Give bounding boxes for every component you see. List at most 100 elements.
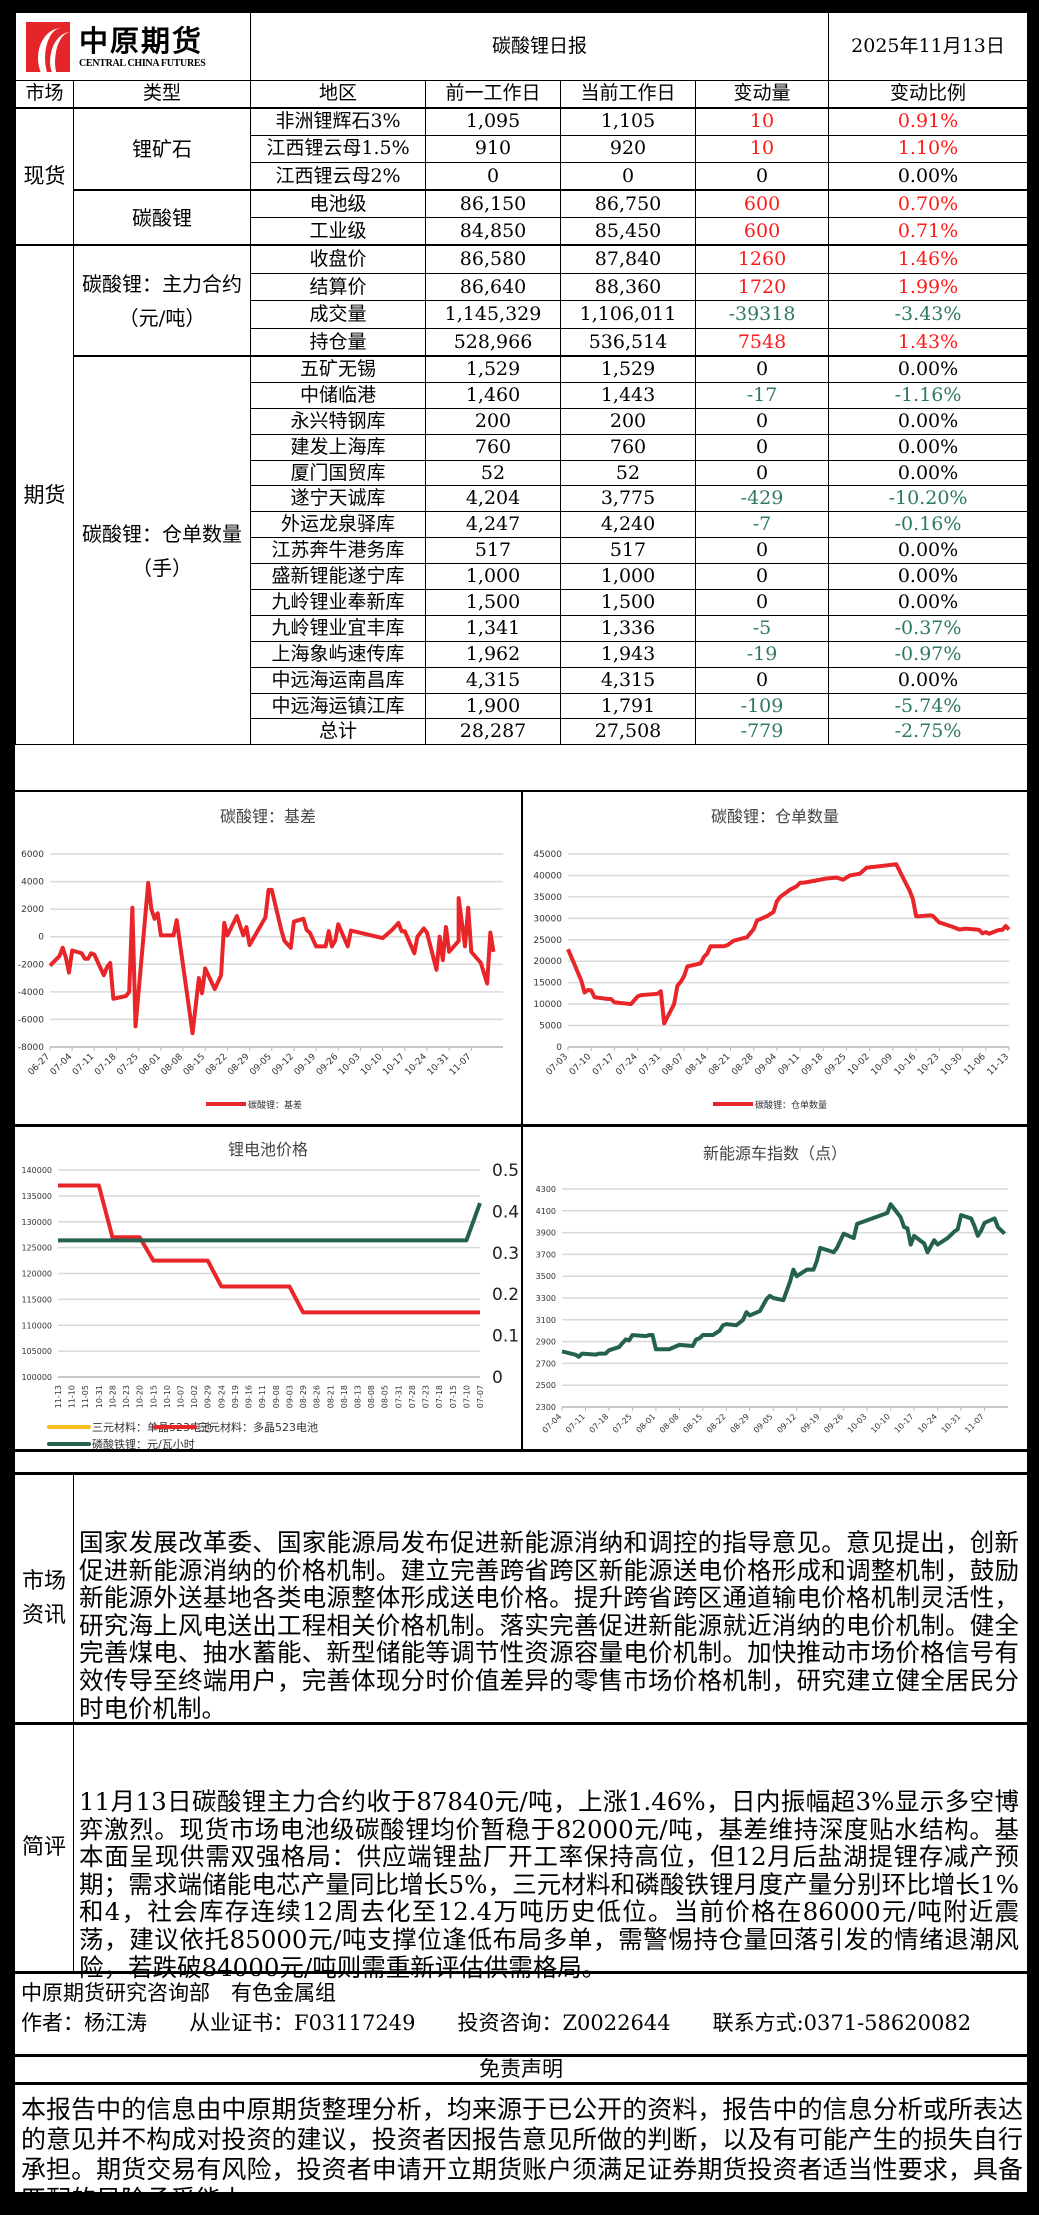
- x-tick-label: 09-19: [293, 1052, 319, 1078]
- y-tick-label: 135000: [21, 1192, 52, 1201]
- basis-chart: 碳酸锂：基差 -8000 -6000 -4000 -2000 0 2000 4000 6000 0…: [15, 792, 521, 1125]
- y2-tick-label: 0.1: [492, 1327, 519, 1347]
- region-cell: 上海象屿速传库: [250, 640, 427, 668]
- change-value: 0: [695, 666, 830, 694]
- y-tick-label: 3900: [536, 1229, 556, 1238]
- x-tick-label: 08-07: [661, 1052, 687, 1078]
- y-tick-label: 30000: [533, 914, 562, 924]
- change-pct: 0.00%: [828, 588, 1029, 616]
- x-tick-label: 09-19: [799, 1412, 822, 1435]
- prev-value: 1,460: [425, 381, 562, 409]
- region-cell: 非洲锂辉石3%: [250, 106, 427, 136]
- region-cell: 盛新锂能遂宁库: [250, 563, 427, 590]
- prev-value: 4,247: [425, 511, 562, 539]
- column-header: 地区: [250, 80, 427, 108]
- table-row: 总计 28,287 27,508 -779 -2.75%: [16, 718, 1029, 746]
- x-tick-label: 08-08: [658, 1412, 681, 1435]
- type-cell: 碳酸锂：仓单数量（手）: [72, 355, 252, 746]
- x-tick-label: 10-02: [846, 1052, 872, 1078]
- prev-value: 1,145,329: [425, 300, 562, 330]
- y-tick-label: -2000: [18, 960, 44, 970]
- x-tick-label: 10-02: [190, 1385, 199, 1408]
- x-tick-label: 10-20: [136, 1385, 145, 1408]
- change-value: 7548: [695, 328, 830, 357]
- logo-en: CENTRAL CHINA FUTURES: [79, 58, 206, 69]
- x-tick-label: 07-04: [541, 1412, 564, 1435]
- change-value: -779: [695, 718, 830, 746]
- y-tick-label: 45000: [533, 850, 562, 860]
- y-tick-label: 20000: [533, 957, 562, 967]
- change-pct: 0.00%: [828, 433, 1029, 461]
- comment-label: 简评: [15, 1724, 74, 1972]
- curr-value: 1,336: [560, 614, 697, 642]
- header-row: 市场 类型 地区 前一工作日 当前工作日 变动量 变动比例: [15, 80, 1029, 108]
- change-value: 600: [695, 189, 830, 219]
- x-tick-label: 11-06: [962, 1052, 988, 1078]
- x-tick-label: 11-13: [54, 1385, 63, 1408]
- x-tick-label: 10-17: [893, 1412, 916, 1435]
- x-tick-label: 10-07: [177, 1385, 186, 1408]
- type-cell: 碳酸锂：主力合约（元/吨）: [72, 244, 252, 357]
- x-tick-label: 09-11: [258, 1385, 267, 1408]
- table-row: 工业级 84,850 85,450 600 0.71%: [16, 217, 1029, 246]
- change-pct: 0.71%: [828, 217, 1029, 246]
- curr-value: 52: [560, 459, 697, 487]
- y-tick-label: 130000: [21, 1218, 52, 1227]
- change-value: 0: [695, 407, 830, 435]
- x-tick-label: 10-17: [381, 1052, 407, 1078]
- series-line: [48, 880, 496, 1036]
- x-tick-label: 10-03: [337, 1052, 363, 1078]
- x-tick-label: 08-29: [226, 1052, 252, 1078]
- x-tick-label: 10-15: [149, 1385, 158, 1408]
- x-tick-label: 08-29: [299, 1385, 308, 1408]
- x-tick-label: 07-15: [449, 1385, 458, 1408]
- y-tick-label: 3300: [536, 1294, 556, 1303]
- comment-text: 11月13日碳酸锂主力合约收于87840元/吨，上涨1.46%，日内振幅超3%显…: [79, 1787, 1019, 1982]
- change-pct: 0.00%: [828, 162, 1029, 191]
- x-tick-label: 08-08: [160, 1052, 186, 1078]
- x-tick-label: 09-11: [777, 1052, 803, 1078]
- x-tick-label: 10-31: [95, 1385, 104, 1408]
- prev-value: 86,640: [425, 272, 562, 302]
- type-cell: 碳酸锂: [72, 189, 252, 246]
- curr-value: 87,840: [560, 244, 697, 274]
- chart-title: 锂电池价格: [228, 1140, 308, 1159]
- warehouse-receipt-chart: 碳酸锂：仓单数量 0 5000 10000 15000 20000 25000 30000 35…: [523, 792, 1027, 1125]
- change-value: 0: [695, 563, 830, 590]
- x-tick-label: 09-05: [752, 1412, 775, 1435]
- legend-label: 碳酸锂：基差: [248, 1099, 302, 1111]
- x-tick-label: 08-22: [705, 1412, 728, 1435]
- x-tick-label: 09-12: [270, 1052, 296, 1078]
- x-tick-label: 10-24: [404, 1052, 430, 1078]
- prev-value: 1,962: [425, 640, 562, 668]
- change-value: 1720: [695, 272, 830, 302]
- x-tick-label: 11-13: [986, 1052, 1012, 1078]
- x-tick-label: 08-22: [204, 1052, 230, 1078]
- curr-value: 4,315: [560, 666, 697, 694]
- change-pct: 0.00%: [828, 666, 1029, 694]
- region-cell: 江苏奔牛港务库: [250, 537, 427, 565]
- change-pct: 0.70%: [828, 189, 1029, 219]
- change-value: 600: [695, 217, 830, 246]
- y-tick-label: 4100: [536, 1207, 556, 1216]
- region-cell: 结算价: [250, 272, 427, 302]
- x-tick-label: 07-11: [564, 1412, 587, 1435]
- y-tick-label: 25000: [533, 936, 562, 946]
- prev-value: 1,000: [425, 563, 562, 590]
- region-cell: 建发上海库: [250, 433, 427, 461]
- table-row: 江苏奔牛港务库 517 517 0 0.00%: [16, 537, 1029, 565]
- logo-cn: 中原期货: [79, 24, 204, 58]
- table-row: 成交量 1,145,329 1,106,011 -39318 -3.43%: [16, 300, 1029, 330]
- region-cell: 电池级: [250, 189, 427, 219]
- prev-value: 1,900: [425, 692, 562, 720]
- region-cell: 遂宁天诚库: [250, 485, 427, 513]
- change-value: -17: [695, 381, 830, 409]
- market-news-label: 市场资讯: [15, 1474, 74, 1723]
- x-tick-label: 07-24: [614, 1052, 640, 1078]
- table-row: 江西锂云母1.5% 910 920 10 1.10%: [16, 134, 1029, 164]
- x-tick-label: 09-05: [248, 1052, 274, 1078]
- change-pct: 0.91%: [828, 106, 1029, 136]
- region-cell: 总计: [250, 718, 427, 746]
- x-tick-label: 08-18: [340, 1385, 349, 1408]
- x-tick-label: 07-17: [591, 1052, 617, 1078]
